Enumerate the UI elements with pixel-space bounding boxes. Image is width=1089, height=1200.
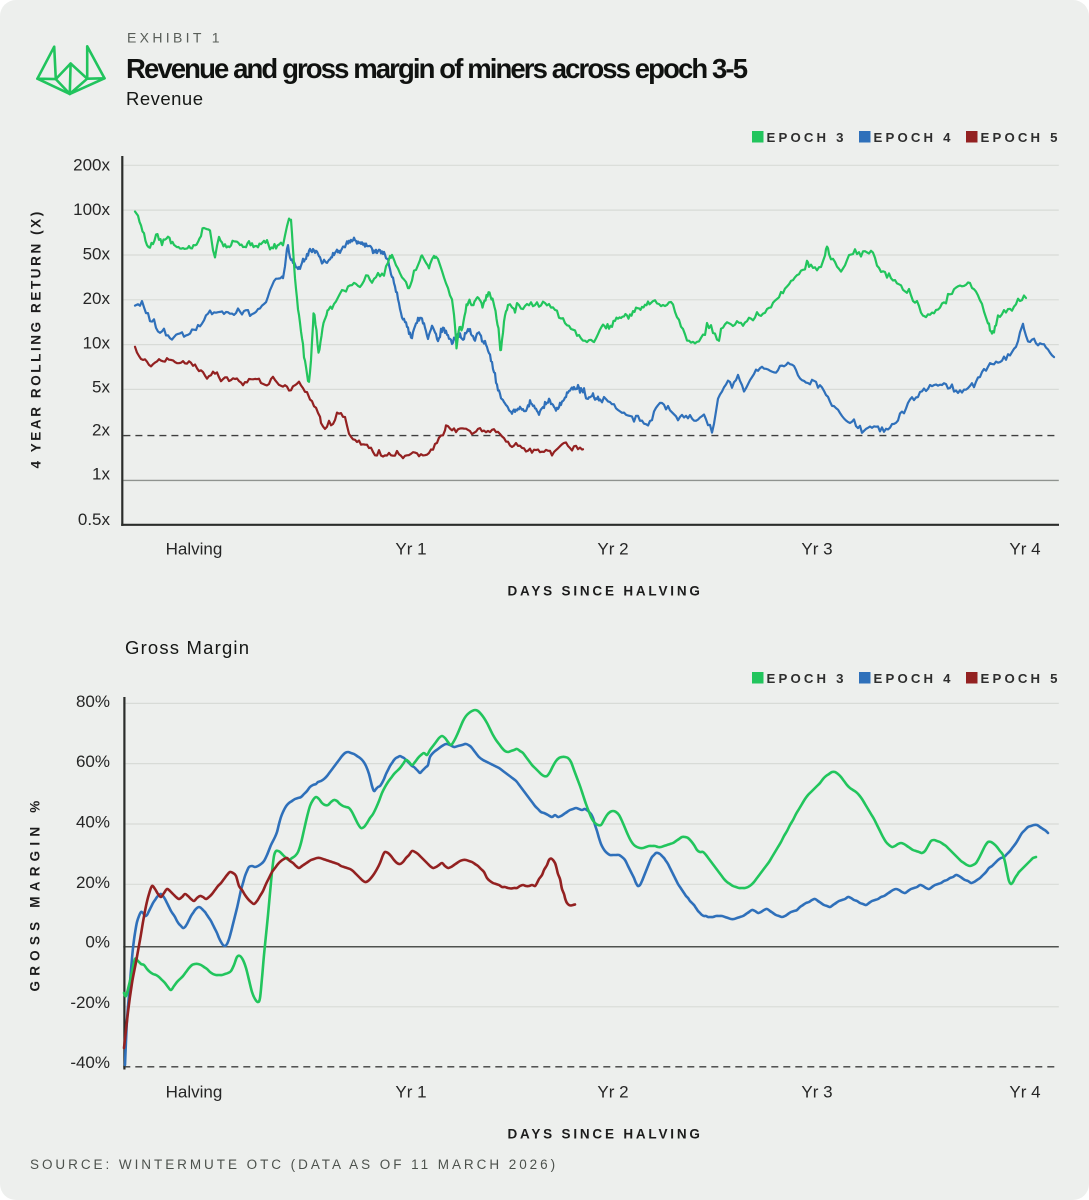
svg-text:Yr 3: Yr 3 xyxy=(801,540,832,559)
svg-text:10x: 10x xyxy=(83,333,111,352)
svg-text:SOURCE: WINTERMUTE OTC (DATA A: SOURCE: WINTERMUTE OTC (DATA AS OF 11 MA… xyxy=(30,1157,558,1172)
svg-text:80%: 80% xyxy=(76,692,110,711)
svg-text:60%: 60% xyxy=(76,752,110,771)
svg-text:EXHIBIT 1: EXHIBIT 1 xyxy=(127,30,223,46)
svg-text:Yr 1: Yr 1 xyxy=(395,540,426,559)
svg-text:40%: 40% xyxy=(76,813,110,832)
svg-text:200x: 200x xyxy=(73,156,110,175)
svg-text:EPOCH 5: EPOCH 5 xyxy=(981,671,1060,686)
svg-text:50x: 50x xyxy=(83,245,111,264)
svg-text:100x: 100x xyxy=(73,200,110,219)
svg-text:EPOCH 3: EPOCH 3 xyxy=(767,130,846,145)
svg-text:20%: 20% xyxy=(76,873,110,892)
svg-text:Yr 3: Yr 3 xyxy=(801,1083,832,1102)
svg-text:Yr 4: Yr 4 xyxy=(1009,1083,1040,1102)
svg-text:5x: 5x xyxy=(92,377,110,396)
svg-text:Yr 2: Yr 2 xyxy=(597,540,628,559)
svg-text:EPOCH 4: EPOCH 4 xyxy=(874,671,953,686)
svg-text:-20%: -20% xyxy=(70,993,110,1012)
svg-text:EPOCH 3: EPOCH 3 xyxy=(767,671,846,686)
svg-text:1x: 1x xyxy=(92,465,110,484)
svg-text:4 YEAR ROLLING RETURN (X): 4 YEAR ROLLING RETURN (X) xyxy=(28,209,43,468)
svg-text:Yr 4: Yr 4 xyxy=(1009,540,1040,559)
svg-text:Revenue and gross margin of mi: Revenue and gross margin of miners acros… xyxy=(126,53,748,84)
svg-text:0%: 0% xyxy=(85,933,110,952)
svg-text:Halving: Halving xyxy=(166,1083,223,1102)
svg-text:Gross Margin: Gross Margin xyxy=(125,637,249,658)
svg-text:Yr 2: Yr 2 xyxy=(597,1083,628,1102)
svg-text:DAYS SINCE HALVING: DAYS SINCE HALVING xyxy=(508,584,703,599)
svg-text:-40%: -40% xyxy=(70,1053,110,1072)
svg-text:EPOCH 5: EPOCH 5 xyxy=(981,130,1060,145)
svg-text:Revenue: Revenue xyxy=(126,88,203,109)
svg-text:20x: 20x xyxy=(83,289,111,308)
svg-text:2x: 2x xyxy=(92,420,110,439)
svg-text:Halving: Halving xyxy=(166,540,223,559)
svg-text:EPOCH 4: EPOCH 4 xyxy=(874,130,953,145)
svg-text:0.5x: 0.5x xyxy=(78,510,111,529)
svg-text:DAYS SINCE HALVING: DAYS SINCE HALVING xyxy=(508,1127,703,1142)
svg-text:Yr 1: Yr 1 xyxy=(395,1083,426,1102)
